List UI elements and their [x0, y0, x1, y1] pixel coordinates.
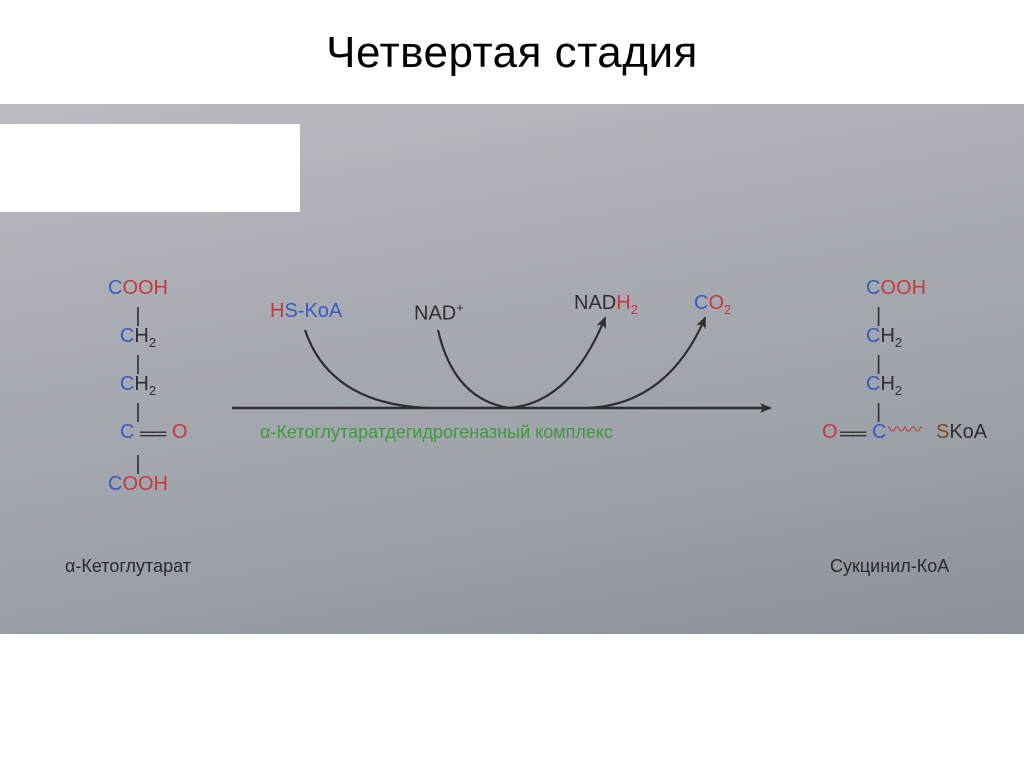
substrate-structure: COOH | CH2 | CH2 | C ══ O | COOH	[78, 278, 198, 502]
cofactor-nadh2: NADH2	[574, 292, 638, 317]
cofactor-nad: NAD+	[414, 300, 464, 326]
cofactor-co2: CO2	[694, 292, 731, 317]
white-overlay-patch	[0, 124, 300, 212]
slide-root: Четвертая стадия COOH | CH2 | CH2 | C ══…	[0, 0, 1024, 767]
slide-title: Четвертая стадия	[0, 28, 1024, 78]
product-structure: COOH | CH2 | CH2 | O ══ C 〰〰 SKoA	[828, 278, 1018, 452]
product-name: Сукцинил-КоА	[830, 556, 949, 577]
cofactor-hskoa: HS-KoA	[270, 300, 342, 323]
enzyme-label: α-Кетоглутаратдегидрогеназный комплекс	[260, 422, 613, 443]
substrate-name: α-Кетоглутарат	[65, 556, 191, 577]
